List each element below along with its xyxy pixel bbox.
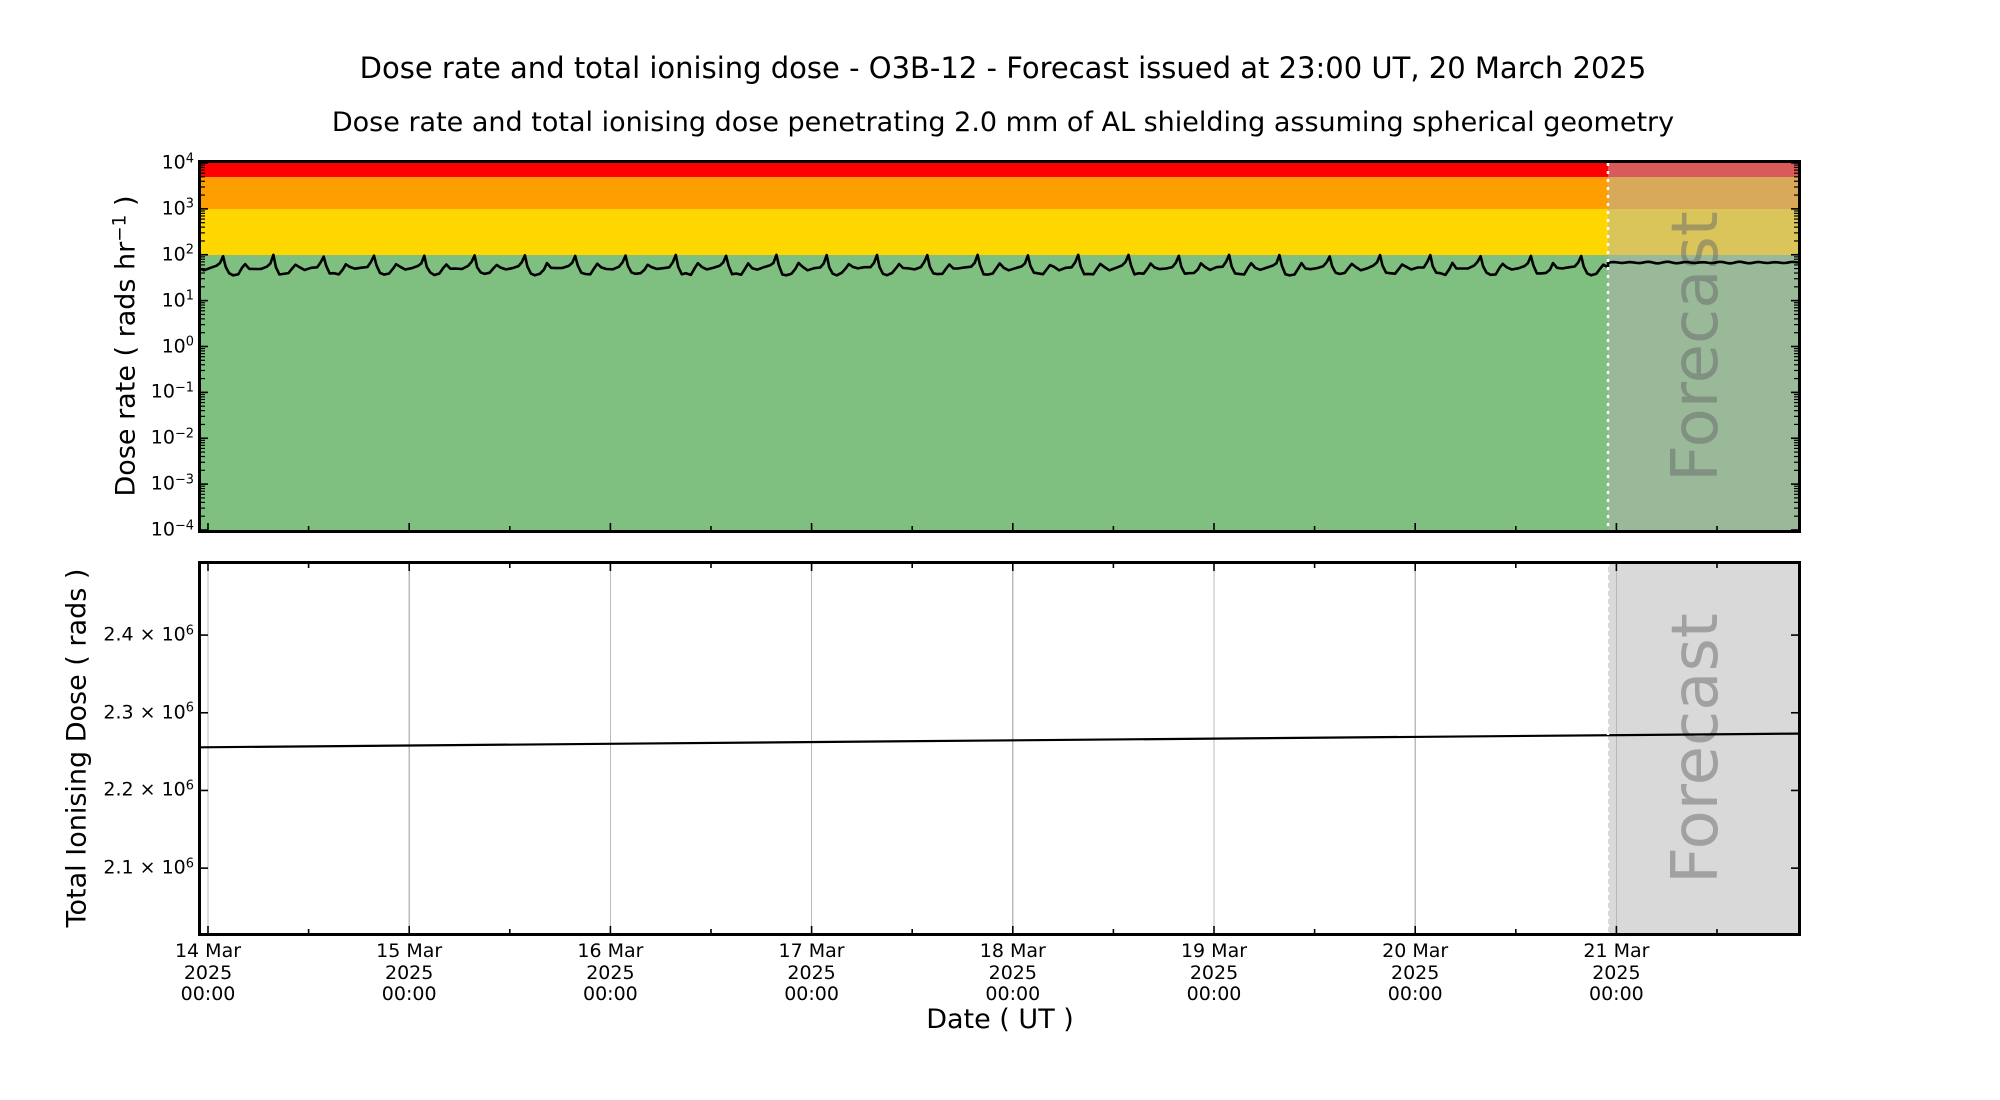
x-axis-label: Date ( UT ) bbox=[926, 1004, 1074, 1035]
band-red bbox=[201, 163, 1798, 177]
x-tick-label-line: 00:00 bbox=[1186, 983, 1242, 1005]
x-tick-label-line: 00:00 bbox=[180, 983, 236, 1005]
dose-rate-y-tick-label: 104 bbox=[161, 151, 194, 174]
x-tick-label-line: 00:00 bbox=[985, 983, 1041, 1005]
total-dose-y-tick-label: 2.4 × 106 bbox=[103, 623, 194, 646]
dose-rate-y-tick-label: 10−3 bbox=[150, 472, 194, 495]
x-tick-label: 21 Mar 2025 00:00 bbox=[1583, 940, 1650, 1006]
x-tick-label-line: 2025 bbox=[1391, 961, 1440, 984]
total-dose-plot: Forecast bbox=[201, 564, 1798, 933]
x-tick-label-line: 2025 bbox=[1189, 961, 1239, 984]
total-dose-axis-ticks bbox=[201, 564, 1798, 933]
dose-rate-panel: Forecast bbox=[198, 160, 1801, 533]
forecast-watermark: Forecast bbox=[1659, 613, 1733, 884]
x-tick-label-line: 2025 bbox=[1592, 961, 1641, 984]
x-tick-label: 20 Mar 2025 00:00 bbox=[1382, 940, 1449, 1006]
total-dose-y-axis-label: Total Ionising Dose ( rads ) bbox=[61, 568, 93, 928]
x-tick-label-line: 16 Mar bbox=[577, 940, 644, 962]
x-tick-label-line: 2025 bbox=[787, 961, 836, 984]
x-tick-label: 15 Mar 2025 00:00 bbox=[376, 940, 443, 1006]
forecast-region bbox=[1608, 163, 1798, 530]
chart-title: Dose rate and total ionising dose - O3B-… bbox=[359, 51, 1647, 85]
x-tick-label: 17 Mar 2025 00:00 bbox=[778, 940, 845, 1006]
band-yellow bbox=[201, 208, 1798, 255]
dose-rate-y-tick-label: 10−4 bbox=[150, 518, 194, 541]
x-tick-label: 18 Mar 2025 00:00 bbox=[979, 940, 1046, 1006]
x-tick-label-line: 2025 bbox=[586, 961, 635, 984]
x-tick-label-line: 2025 bbox=[183, 961, 233, 984]
x-tick-label-line: 15 Mar bbox=[376, 940, 443, 962]
x-tick-label-line: 20 Mar bbox=[1382, 940, 1449, 962]
total-dose-y-tick-label: 2.3 × 106 bbox=[103, 700, 194, 724]
total-dose-line bbox=[201, 732, 1798, 749]
dose-rate-y-tick-label: 102 bbox=[161, 242, 194, 266]
x-tick-label-line: 2025 bbox=[385, 961, 434, 984]
total-dose-y-tick-label: 2.2 × 106 bbox=[103, 778, 194, 801]
total-dose-panel: Forecast bbox=[198, 561, 1801, 936]
x-tick-label-line: 14 Mar bbox=[174, 940, 242, 962]
dose-rate-axis-ticks bbox=[201, 163, 1798, 530]
x-tick-label-line: 00:00 bbox=[1589, 983, 1644, 1005]
dose-rate-y-tick-label: 103 bbox=[161, 196, 194, 220]
x-tick-label-line: 17 Mar bbox=[778, 940, 845, 962]
dose-rate-y-axis-label-text: Dose rate ( rads hr bbox=[110, 241, 142, 497]
dose-rate-y-tick-label: 10−2 bbox=[150, 426, 194, 449]
chart-subtitle: Dose rate and total ionising dose penetr… bbox=[331, 107, 1675, 138]
x-tick-label: 14 Mar 2025 00:00 bbox=[174, 940, 242, 1006]
total-dose-y-tick-label: 2.1 × 106 bbox=[103, 856, 194, 879]
dose-rate-y-axis-label-exponent: −1 bbox=[109, 214, 131, 242]
x-tick-label-line: 00:00 bbox=[784, 983, 839, 1005]
x-tick-label-line: 21 Mar bbox=[1583, 940, 1650, 962]
band-orange bbox=[201, 176, 1798, 209]
day-gridlines bbox=[207, 564, 1618, 933]
forecast-watermark: Forecast bbox=[1659, 211, 1733, 482]
x-tick-label-line: 19 Mar bbox=[1180, 940, 1248, 962]
dose-rate-y-tick-label: 100 bbox=[161, 334, 194, 357]
dose-rate-plot: Forecast bbox=[201, 163, 1798, 530]
band-green bbox=[201, 254, 1798, 530]
x-tick-label-line: 00:00 bbox=[583, 983, 638, 1005]
dose-rate-y-tick-label: 10−1 bbox=[150, 380, 194, 403]
dose-rate-line bbox=[201, 253, 1798, 277]
dose-rate-y-tick-label: 101 bbox=[161, 288, 194, 312]
x-tick-label-line: 00:00 bbox=[381, 983, 437, 1005]
x-tick-label: 19 Mar 2025 00:00 bbox=[1180, 940, 1248, 1006]
forecast-region bbox=[1608, 564, 1798, 933]
x-tick-label-line: 18 Mar bbox=[979, 940, 1046, 962]
x-tick-label: 16 Mar 2025 00:00 bbox=[577, 940, 644, 1006]
x-tick-label-line: 2025 bbox=[988, 961, 1037, 984]
x-tick-label-line: 00:00 bbox=[1387, 983, 1443, 1005]
